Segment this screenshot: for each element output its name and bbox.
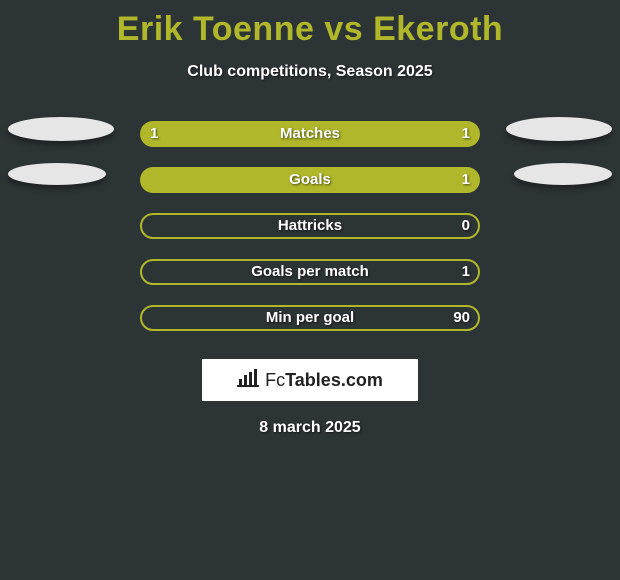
stat-row: 0 Hattricks [0, 203, 620, 249]
player-right-ellipse [514, 163, 612, 185]
stat-bar-track [140, 167, 480, 193]
stat-bar-right-fill [140, 167, 480, 193]
brand-text-2: Tables.com [285, 370, 383, 391]
stat-bar-right-fill [310, 121, 480, 147]
stat-row: 90 Min per goal [0, 295, 620, 341]
stat-row: 1 Goals [0, 157, 620, 203]
stat-right-value: 1 [462, 167, 470, 193]
brand-logo: FcTables.com [202, 359, 418, 401]
stat-right-value: 1 [462, 259, 470, 285]
stat-bar-track [140, 259, 480, 285]
stat-right-value: 90 [453, 305, 470, 331]
stat-bar-track [140, 213, 480, 239]
stats-area: 1 1 Matches 1 Goals 0 Hattricks [0, 111, 620, 341]
brand-text-1: Fc [265, 370, 285, 391]
stat-bar-left-fill [140, 121, 310, 147]
stat-left-value: 1 [150, 121, 158, 147]
stat-row: 1 1 Matches [0, 111, 620, 157]
page-subtitle: Club competitions, Season 2025 [0, 63, 620, 81]
player-left-ellipse [8, 117, 114, 141]
page-title: Erik Toenne vs Ekeroth [0, 10, 620, 49]
stat-right-value: 1 [462, 121, 470, 147]
comparison-infographic: Erik Toenne vs Ekeroth Club competitions… [0, 10, 620, 580]
date-label: 8 march 2025 [0, 419, 620, 437]
stat-bar-track [140, 121, 480, 147]
stat-right-value: 0 [462, 213, 470, 239]
player-right-ellipse [506, 117, 612, 141]
player-left-ellipse [8, 163, 106, 185]
stat-bar-track [140, 305, 480, 331]
bar-chart-icon [237, 369, 259, 392]
stat-row: 1 Goals per match [0, 249, 620, 295]
